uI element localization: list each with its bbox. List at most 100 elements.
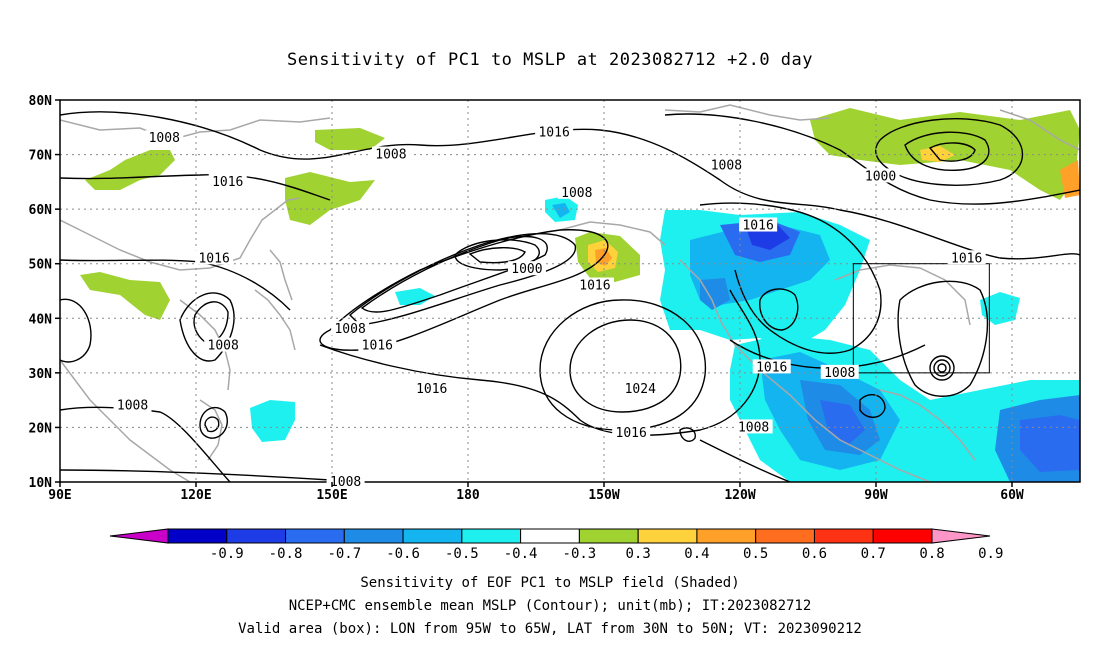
contour-label-bg xyxy=(371,146,410,161)
contour-label: 1008 xyxy=(334,322,365,337)
colorbar-swatch xyxy=(402,528,463,544)
contour-label: 1016 xyxy=(416,382,447,397)
contour-label-bg xyxy=(358,337,397,352)
contour-label: 1016 xyxy=(538,126,569,141)
colorbar-label: -0.4 xyxy=(504,546,538,562)
lat-label: 30N xyxy=(29,367,53,382)
contour-label-bg xyxy=(861,168,900,183)
contour-label: 1008 xyxy=(330,475,361,490)
contour-label-bg xyxy=(535,124,574,139)
colorbar-swatch xyxy=(520,528,580,544)
contour-label: 1008 xyxy=(711,158,742,173)
colorbar-label: -0.7 xyxy=(327,546,361,562)
contour-label-bg xyxy=(412,381,451,396)
contour-label: 1016 xyxy=(756,360,787,375)
colorbar-label: -0.5 xyxy=(445,546,479,562)
lon-label: 90E xyxy=(48,488,71,503)
latitude-labels: 80N 70N 60N 50N 40N 30N 20N 10N xyxy=(29,94,60,491)
longitude-labels: 90E 120E 150E 180 150W 120W 90W 60W xyxy=(48,482,1024,503)
contour-label-bg xyxy=(208,173,247,188)
contour-label: 1016 xyxy=(198,251,229,266)
contour-label: 1016 xyxy=(579,279,610,294)
contour-labels: 1008 1008 1016 1016 1008 1008 1000 1016 1016 1000… xyxy=(113,124,986,490)
contour-label-bg xyxy=(575,277,614,292)
colorbar-label: -0.6 xyxy=(386,546,420,562)
colorbar-right-triangle xyxy=(931,528,991,544)
colorbar-swatch xyxy=(755,528,815,544)
contour-label: 1024 xyxy=(625,382,656,397)
shaded-regions xyxy=(80,108,1080,482)
colorbar-label: 0.4 xyxy=(684,546,709,562)
colorbar-swatch xyxy=(696,528,757,544)
lat-label: 60N xyxy=(29,203,53,218)
contour-label-bg xyxy=(612,424,651,439)
colorbar-label: -0.9 xyxy=(210,546,244,562)
lon-label: 180 xyxy=(456,488,480,503)
contour-label: 1008 xyxy=(738,420,769,435)
colorbar-swatch xyxy=(461,528,522,544)
contour-label-bg xyxy=(331,321,370,336)
contour-label-bg xyxy=(707,157,746,172)
contour-label-bg xyxy=(204,337,243,352)
contour-label: 1016 xyxy=(951,251,982,266)
contour-label: 1008 xyxy=(375,148,406,163)
lon-label: 150E xyxy=(316,488,347,503)
colorbar-swatch xyxy=(637,528,698,544)
caption-line-1: Sensitivity of EOF PC1 to MSLP field (Sh… xyxy=(360,575,740,591)
lat-label: 50N xyxy=(29,258,53,273)
colorbar-swatch xyxy=(285,528,345,544)
colorbar-label: -0.8 xyxy=(269,546,303,562)
contour-label-bg xyxy=(326,474,365,488)
contour-label: 1000 xyxy=(865,169,896,184)
colorbar-left-triangle xyxy=(109,528,169,544)
lon-label: 60W xyxy=(1000,488,1024,503)
map-frame xyxy=(59,99,1081,483)
colorbar-swatch xyxy=(813,528,874,544)
colorbar-swatch xyxy=(167,528,228,544)
lat-label: 70N xyxy=(29,149,53,164)
contour-label: 1008 xyxy=(117,399,148,414)
contour-label: 1000 xyxy=(511,262,542,277)
colorbar-label: 0.5 xyxy=(743,546,768,562)
contour-label-bg xyxy=(145,130,184,145)
contour-label: 1016 xyxy=(616,426,647,441)
contour-label-bg xyxy=(113,397,152,412)
colorbar-swatch xyxy=(872,528,933,544)
contour-label: 1016 xyxy=(742,219,773,234)
contour-label-bg xyxy=(734,419,773,434)
contour-label-bg xyxy=(195,250,234,265)
contour-label: 1008 xyxy=(149,131,180,146)
lon-label: 90W xyxy=(864,488,888,503)
colorbar-swatch xyxy=(343,528,404,544)
contour-label: 1016 xyxy=(362,339,393,354)
colorbar-label: 0.6 xyxy=(802,546,827,562)
lon-label: 120W xyxy=(724,488,755,503)
lat-label: 10N xyxy=(29,476,53,491)
contour-label-bg xyxy=(507,261,546,276)
contour-label: 1008 xyxy=(208,339,239,354)
colorbar xyxy=(109,528,991,544)
colorbar-label: 0.9 xyxy=(978,546,1003,562)
contour-label: 1008 xyxy=(561,186,592,201)
valid-area-box xyxy=(852,263,990,374)
colorbar-label: 0.8 xyxy=(919,546,944,562)
lat-label: 40N xyxy=(29,312,53,327)
contour-label: 1008 xyxy=(824,366,855,381)
colorbar-label: 0.7 xyxy=(861,546,886,562)
contour-label-bg xyxy=(739,217,778,232)
colorbar-label: 0.3 xyxy=(626,546,651,562)
contour-label-bg xyxy=(947,250,986,265)
colorbar-swatch xyxy=(226,528,287,544)
lon-label: 150W xyxy=(588,488,619,503)
caption-line-2: NCEP+CMC ensemble mean MSLP (Contour); u… xyxy=(288,598,812,614)
figure-title: Sensitivity of PC1 to MSLP at 2023082712… xyxy=(286,50,813,70)
lat-label: 80N xyxy=(29,94,53,109)
contour-label-bg xyxy=(820,364,859,379)
lat-label: 20N xyxy=(29,421,53,436)
contour-label-bg xyxy=(621,381,660,396)
lon-label: 120E xyxy=(180,488,211,503)
caption-line-3: Valid area (box): LON from 95W to 65W, L… xyxy=(238,621,862,637)
contour-label-bg xyxy=(557,184,596,199)
colorbar-labels: -0.9 -0.8 -0.7 -0.6 -0.5 -0.4 -0.3 0.3 0.4 0.5 0.6… xyxy=(210,546,1004,562)
